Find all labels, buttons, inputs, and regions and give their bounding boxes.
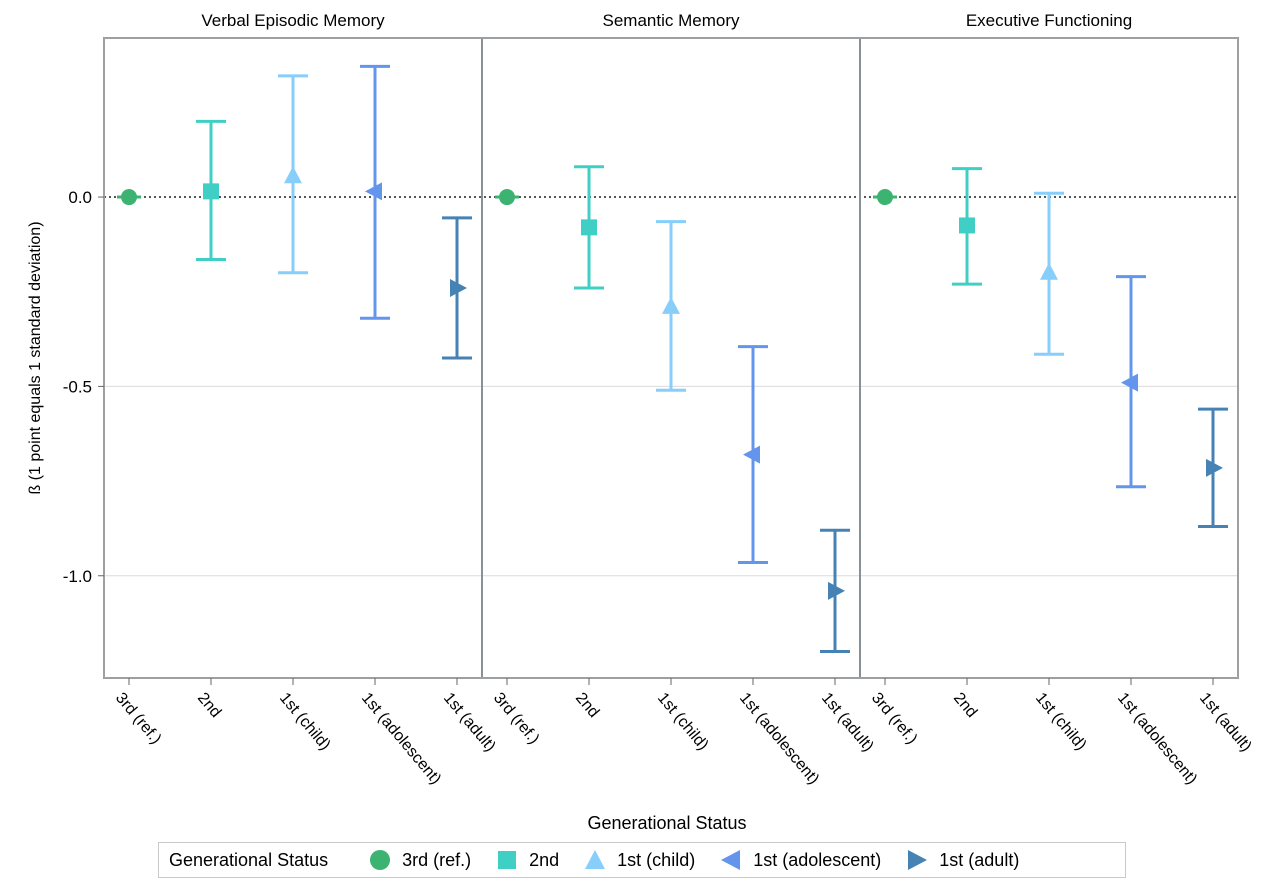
point-estimate xyxy=(499,189,515,206)
x-tick-label: 1st (adolescent) xyxy=(1114,690,1200,788)
point-estimate xyxy=(1040,262,1058,280)
point-estimate xyxy=(365,182,382,201)
legend-item-1st-adolescent: 1st (adolescent) xyxy=(719,848,881,872)
y-tick-label: -0.5 xyxy=(63,377,92,396)
y-tick-label: -1.0 xyxy=(63,567,92,586)
legend-item-1st-child: 1st (child) xyxy=(583,848,695,872)
legend: Generational Status 3rd (ref.) 2nd 1st (… xyxy=(158,842,1126,878)
legend-circle-marker-icon xyxy=(370,850,391,870)
point-estimate xyxy=(877,189,893,206)
panel-frame xyxy=(859,37,1239,679)
x-tick-label: 2nd xyxy=(950,690,980,721)
x-axis-label: Generational Status xyxy=(587,813,746,833)
point-estimate xyxy=(581,219,597,236)
x-tick-label: 1st (child) xyxy=(1032,690,1090,754)
y-tick-label: 0.0 xyxy=(68,188,92,207)
x-tick-label: 3rd (ref.) xyxy=(112,690,164,748)
panel-title: Verbal Episodic Memory xyxy=(201,11,385,30)
point-estimate xyxy=(121,189,137,206)
x-tick-label: 1st (adolescent) xyxy=(358,690,444,788)
legend-label: 1st (child) xyxy=(617,849,696,870)
legend-triangle-right-marker-icon xyxy=(908,850,928,870)
legend-triangle-left-marker-icon xyxy=(721,850,741,870)
legend-label: 1st (adolescent) xyxy=(753,849,882,870)
legend-label: 1st (adult) xyxy=(939,849,1020,870)
y-axis-label: ß (1 point equals 1 standard deviation) xyxy=(27,221,44,494)
x-tick-label: 3rd (ref.) xyxy=(490,690,542,748)
legend-label: 3rd (ref.) xyxy=(402,849,472,870)
legend-label: 2nd xyxy=(529,849,560,870)
x-tick-label: 2nd xyxy=(194,690,224,721)
point-estimate xyxy=(662,296,680,314)
legend-triangle-up-marker-icon xyxy=(585,850,606,869)
legend-square-marker-icon xyxy=(498,851,517,869)
point-estimate xyxy=(1121,373,1138,392)
legend-item-1st-adult: 1st (adult) xyxy=(905,848,1019,872)
legend-item-3rd: 3rd (ref.) xyxy=(368,848,471,872)
x-tick-label: 3rd (ref.) xyxy=(868,690,920,748)
point-estimate xyxy=(828,581,845,600)
legend-item-2nd: 2nd xyxy=(495,848,559,872)
x-tick-label: 1st (adolescent) xyxy=(736,690,822,788)
x-tick-label: 1st (adult) xyxy=(1196,690,1255,755)
point-estimate xyxy=(450,278,467,297)
point-estimate xyxy=(284,166,302,184)
panel-title: Semantic Memory xyxy=(603,11,740,30)
panel-title: Executive Functioning xyxy=(966,11,1132,30)
x-tick-label: 1st (child) xyxy=(654,690,712,754)
chart: Verbal Episodic Memory Semantic Memory Exe… xyxy=(27,11,1255,833)
legend-title: Generational Status xyxy=(169,849,329,870)
x-tick-label: 1st (child) xyxy=(276,690,334,754)
point-estimate xyxy=(743,445,760,464)
point-estimate xyxy=(1206,458,1223,477)
point-estimate xyxy=(203,183,219,200)
point-estimate xyxy=(959,217,975,234)
x-tick-label: 2nd xyxy=(572,690,602,721)
